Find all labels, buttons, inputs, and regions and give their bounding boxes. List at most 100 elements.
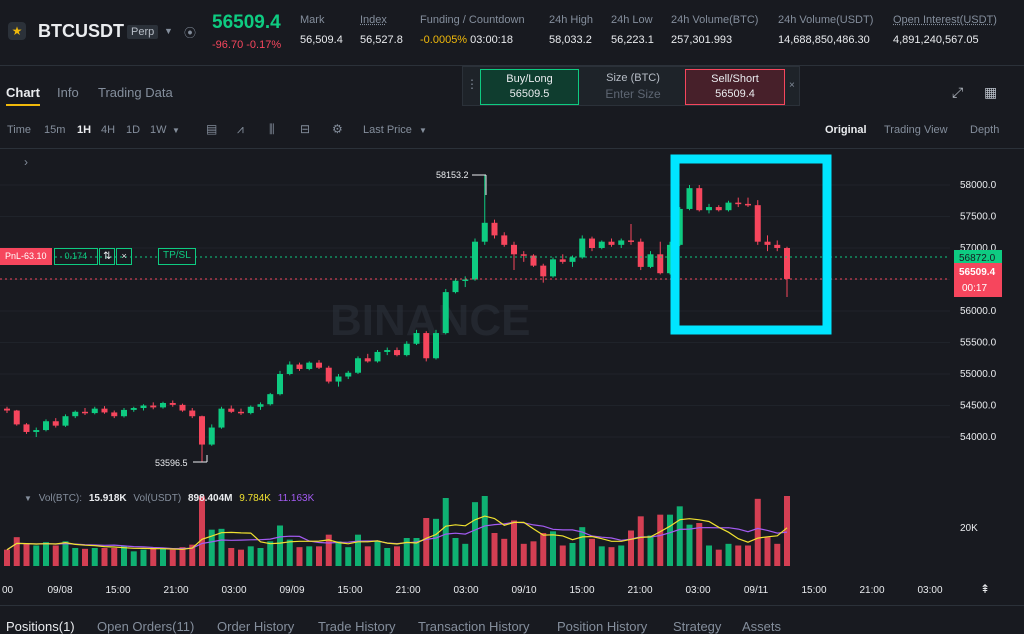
volume-bar bbox=[540, 533, 547, 566]
size-input[interactable] bbox=[588, 87, 678, 101]
volume-bar bbox=[199, 496, 205, 566]
candle-body bbox=[52, 421, 59, 426]
candle-body bbox=[589, 238, 595, 248]
toolbar-divider bbox=[0, 148, 1024, 149]
tab-chart[interactable]: Chart bbox=[6, 85, 40, 100]
interval-1w[interactable]: 1W bbox=[150, 124, 167, 136]
time-axis-tick: 09/11 bbox=[744, 585, 769, 596]
stat-24h-low: 24h Low 56,223.1 bbox=[611, 14, 654, 46]
tab-strategy[interactable]: Strategy bbox=[673, 619, 722, 634]
tp-sl-button[interactable]: TP/SL bbox=[158, 248, 196, 265]
drawing-tools-icon[interactable]: ⊟ bbox=[300, 122, 311, 136]
fullscreen-icon[interactable]: ⤢ bbox=[952, 84, 964, 100]
stat-label[interactable]: Index bbox=[360, 14, 387, 26]
reverse-position-icon[interactable]: ⇅ bbox=[99, 248, 116, 265]
current-price-label: 56509.4 bbox=[959, 267, 996, 278]
view-depth[interactable]: Depth bbox=[970, 124, 1000, 136]
favorite-star-icon[interactable]: ★ bbox=[8, 22, 26, 40]
time-axis-tick: 03:00 bbox=[453, 585, 478, 596]
volume-bar bbox=[472, 502, 478, 566]
volume-bar bbox=[140, 549, 147, 566]
close-icon[interactable]: × bbox=[789, 80, 795, 91]
candle-body bbox=[452, 280, 459, 293]
perp-badge: Perp bbox=[127, 25, 159, 39]
candle-body bbox=[169, 402, 176, 405]
funding-rate: -0.0005% bbox=[420, 34, 468, 46]
candle-body bbox=[218, 408, 225, 428]
symbol-name[interactable]: BTCUSDT bbox=[38, 21, 124, 41]
volume-bar bbox=[784, 496, 790, 566]
price-type-select[interactable]: Last Price bbox=[363, 124, 412, 136]
candle-body bbox=[735, 202, 742, 205]
stat-label[interactable]: Open Interest(USDT) bbox=[893, 14, 997, 26]
stat-24h-volume-btc: 24h Volume(BTC) 257,301.993 bbox=[671, 14, 758, 46]
chevron-down-icon[interactable]: ▼ bbox=[419, 126, 427, 135]
info-icon[interactable]: ⦿ bbox=[184, 26, 197, 40]
price-axis: 58000.057500.057000.056500.056000.055500… bbox=[960, 180, 997, 443]
indicator-icon[interactable]: ⩘ bbox=[237, 122, 244, 136]
interval-1h[interactable]: 1H bbox=[77, 124, 92, 136]
volume-bar bbox=[111, 548, 118, 566]
layout-grid-icon[interactable]: ▦ bbox=[984, 84, 998, 100]
time-axis-tick: 15:00 bbox=[105, 585, 130, 596]
candle-body bbox=[121, 409, 127, 417]
position-quantity[interactable]: 0.174 bbox=[53, 248, 99, 265]
stat-open-interest[interactable]: Open Interest(USDT) 4,891,240,567.05 bbox=[893, 14, 997, 46]
interval-4h[interactable]: 4H bbox=[101, 124, 116, 136]
tab-assets[interactable]: Assets bbox=[742, 619, 782, 634]
tab-trading-data[interactable]: Trading Data bbox=[98, 85, 173, 100]
volume-bar bbox=[647, 535, 654, 566]
view-original[interactable]: Original bbox=[825, 124, 867, 136]
tab-transaction-history[interactable]: Transaction History bbox=[418, 619, 530, 634]
volume-bar bbox=[335, 541, 342, 566]
stat-index[interactable]: Index 56,527.8 bbox=[360, 14, 403, 46]
time-axis-tick: 21:00 bbox=[163, 585, 188, 596]
chevron-down-icon[interactable]: ▼ bbox=[24, 494, 32, 503]
candle-body bbox=[160, 402, 166, 408]
tab-trade-history[interactable]: Trade History bbox=[318, 619, 396, 634]
stat-mark: Mark 56,509.4 bbox=[300, 14, 343, 46]
price-axis-tick: 56000.0 bbox=[960, 306, 997, 317]
tab-position-history[interactable]: Position History bbox=[557, 619, 648, 634]
volume-bar bbox=[33, 545, 40, 566]
candle-body bbox=[111, 412, 118, 417]
close-position-icon[interactable]: × bbox=[116, 248, 132, 265]
sell-short-label: Sell/Short bbox=[711, 73, 759, 85]
candle-body bbox=[306, 362, 313, 369]
tab-open-orders[interactable]: Open Orders(11) bbox=[97, 619, 195, 634]
interval-dropdown-icon[interactable]: ▼ bbox=[172, 126, 180, 135]
view-trading-view[interactable]: Trading View bbox=[884, 124, 948, 136]
sell-short-button[interactable]: Sell/Short 56509.4 bbox=[685, 69, 785, 105]
tab-positions[interactable]: Positions(1) bbox=[6, 619, 75, 634]
ticker-header: ★ BTCUSDT Perp ▼ ⦿ 56509.4 -96.70 -0.17%… bbox=[0, 0, 1024, 66]
calendar-icon[interactable]: ▤ bbox=[206, 122, 218, 136]
interval-15m[interactable]: 15m bbox=[44, 124, 66, 136]
stat-value: 56,509.4 bbox=[300, 34, 343, 46]
volume-bar bbox=[306, 546, 313, 566]
settings-gear-icon[interactable]: ⚙ bbox=[332, 122, 343, 136]
price-chart[interactable]: BINANCE › 58153.2 53596.5 58000.0 57500.0… bbox=[0, 149, 1024, 605]
stat-funding: Funding / Countdown -0.0005% 03:00:18 bbox=[420, 14, 525, 46]
tab-order-history[interactable]: Order History bbox=[217, 619, 295, 634]
vol-btc-value: 15.918K bbox=[88, 493, 127, 504]
candle-body bbox=[520, 254, 527, 256]
current-price-tag bbox=[954, 263, 1002, 297]
candle-body bbox=[608, 241, 615, 245]
candle-body bbox=[501, 235, 508, 245]
volume-legend: ▼ Vol(BTC): 15.918K Vol(USDT) 898.404M 9… bbox=[24, 493, 318, 504]
volume-bar bbox=[462, 543, 469, 566]
candle-body bbox=[540, 265, 547, 277]
time-axis-tick: 09/09 bbox=[279, 585, 304, 596]
candle-body bbox=[618, 240, 625, 245]
candle-type-icon[interactable]: ⫼ bbox=[269, 122, 275, 136]
volume-bar bbox=[754, 498, 761, 566]
vol-ma1-value: 9.784K bbox=[239, 493, 271, 504]
tab-info[interactable]: Info bbox=[57, 85, 79, 100]
volume-bar bbox=[384, 548, 391, 566]
interval-1d[interactable]: 1D bbox=[126, 124, 141, 136]
chevron-down-icon[interactable]: ▼ bbox=[164, 26, 173, 36]
volume-bar bbox=[52, 545, 59, 566]
buy-long-button[interactable]: Buy/Long 56509.5 bbox=[480, 69, 579, 105]
candle-body bbox=[355, 358, 361, 373]
candle-body bbox=[267, 394, 274, 405]
